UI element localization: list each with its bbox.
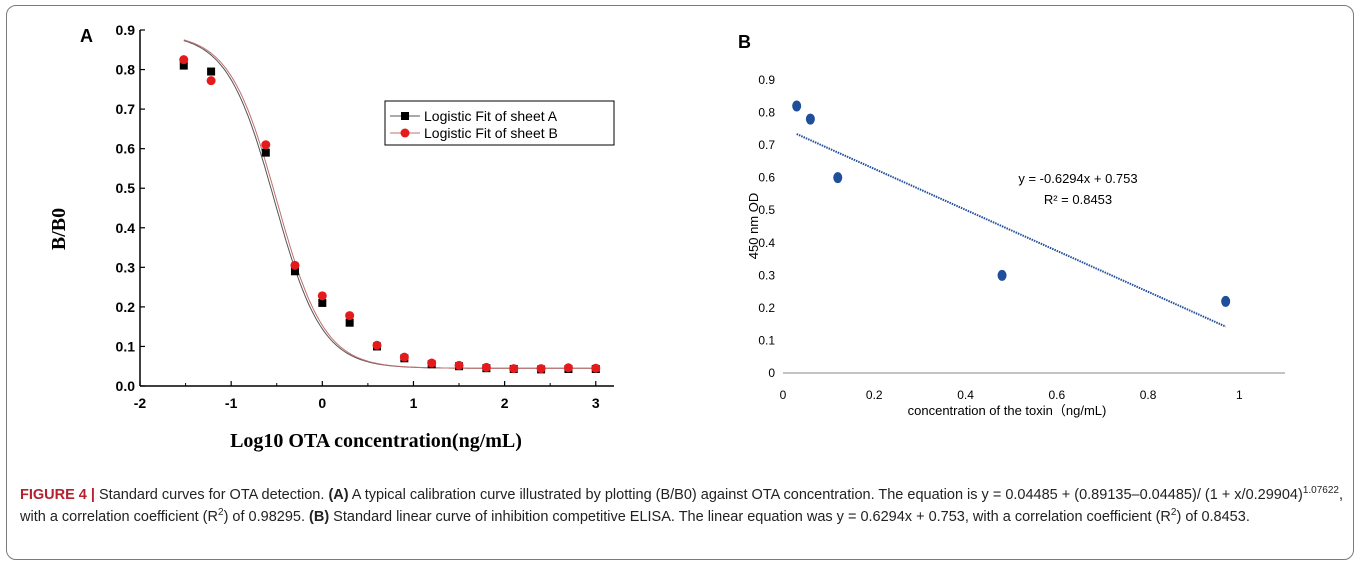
y-tick-label: 0.8: [116, 62, 136, 78]
point-sheet-b: [372, 340, 382, 350]
caption-a-text-1: A typical calibration curve illustrated …: [348, 487, 1303, 503]
point-sheet-b: [563, 363, 573, 373]
y-tick-label: 0.3: [116, 259, 136, 275]
panel-a-y-axis-label: B/B0: [48, 208, 70, 250]
caption-a-exponent: 1.07622: [1302, 485, 1339, 497]
y-tick-label: 0.7: [758, 138, 775, 152]
od-point: [997, 269, 1007, 281]
point-sheet-a: [207, 67, 216, 76]
point-sheet-b: [591, 363, 601, 373]
x-tick-label: 1: [1236, 388, 1243, 402]
x-tick-label: 3: [592, 395, 600, 411]
y-tick-label: 0.2: [758, 301, 775, 315]
caption-intro: Standard curves for OTA detection.: [94, 487, 329, 503]
panel-a-x-axis-label: Log10 OTA concentration(ng/mL): [230, 430, 522, 452]
panel-a-label: A: [80, 26, 93, 46]
point-sheet-a: [179, 61, 188, 70]
legend-box: [384, 100, 615, 146]
y-tick-label: 0.3: [758, 268, 775, 282]
figure-frame: [6, 5, 1354, 560]
x-tick-label: 0.8: [1140, 388, 1157, 402]
figure-caption: FIGURE 4 | Standard curves for OTA detec…: [20, 484, 1345, 528]
od-point: [1221, 295, 1231, 307]
caption-b-label: (B): [309, 509, 330, 525]
point-sheet-b: [399, 352, 409, 362]
y-tick-label: 0.6: [116, 141, 136, 157]
x-tick-label: 0.4: [957, 388, 974, 402]
figure-charts: A 0.0 0.1 0.2 0.3 0.4 0.5 0.6 0.7 0.8 0.9 -2 -1 0 1 2…: [48, 22, 1285, 452]
point-sheet-b: [290, 260, 300, 270]
point-sheet-b: [317, 291, 327, 301]
y-tick-label: 0.4: [116, 220, 136, 236]
x-tick-label: 0: [780, 388, 787, 402]
legend-marker-b: [400, 128, 410, 138]
panel-b-label: B: [738, 32, 751, 52]
legend-marker-a: [401, 112, 409, 120]
point-sheet-a: [345, 318, 354, 327]
panel-a-y-ticks: 0.0 0.1 0.2 0.3 0.4 0.5 0.6 0.7 0.8 0.9: [116, 22, 145, 394]
caption-a-label: (A): [328, 487, 349, 503]
y-tick-label: 0.5: [116, 180, 136, 196]
caption-b-text-1: Standard linear curve of inhibition comp…: [329, 509, 1171, 525]
panel-b-y-axis-label: 450 nm OD: [746, 193, 761, 259]
od-point: [805, 113, 815, 125]
panel-a-x-ticks: -2 -1 0 1 2 3: [134, 381, 600, 411]
panel-b-x-axis-label: concentration of the toxin（ng/mL): [908, 403, 1107, 418]
panel-b-equation: y = -0.6294x + 0.753: [1018, 171, 1137, 186]
x-tick-label: 0.6: [1048, 388, 1065, 402]
y-tick-label: 0.6: [758, 171, 775, 185]
y-tick-label: 0.9: [758, 73, 775, 87]
x-tick-label: -1: [225, 395, 238, 411]
panel-a-points: [179, 55, 601, 374]
x-tick-label: 1: [410, 395, 418, 411]
caption-a-text-2: , with a correlation coefficient (R: [20, 487, 1343, 525]
caption-a-text-3: ) of 0.98295.: [223, 509, 310, 525]
caption-lead: FIGURE 4 |: [20, 487, 95, 503]
y-tick-label: 0.7: [116, 101, 136, 117]
caption-b-sq: 2: [1170, 507, 1177, 519]
caption-a-sq: 2: [218, 507, 224, 519]
fit-curve-a: [183, 40, 596, 369]
point-sheet-b: [509, 364, 519, 374]
panel-a-fit-curves: [183, 39, 596, 369]
caption-b-text-2: ) of 0.8453.: [1176, 509, 1250, 525]
y-tick-label: 0.9: [116, 22, 136, 38]
panel-b: B 0 0.1 0.2 0.3 0.4 0.5 0.6 0.7 0.8 0.9 0 0.2 0.4 0.…: [738, 32, 1285, 418]
point-sheet-b: [454, 360, 464, 370]
panel-b-trendline: [796, 133, 1227, 328]
point-sheet-b: [179, 55, 189, 65]
od-point: [833, 172, 843, 184]
panel-b-y-ticks: 0 0.1 0.2 0.3 0.4 0.5 0.6 0.7 0.8 0.9: [758, 73, 775, 380]
point-sheet-b: [481, 362, 491, 372]
x-tick-label: 2: [501, 395, 509, 411]
point-sheet-b: [206, 76, 216, 86]
point-sheet-a: [290, 267, 299, 276]
y-tick-label: 0.0: [116, 378, 136, 394]
y-tick-label: 0.5: [758, 203, 775, 217]
fit-curve-b: [183, 39, 596, 369]
y-tick-label: 0.2: [116, 299, 136, 315]
panel-b-x-ticks: 0 0.2 0.4 0.6 0.8 1: [780, 388, 1243, 402]
legend-label-b: Logistic Fit of sheet B: [424, 125, 558, 141]
point-sheet-b: [536, 364, 546, 374]
x-tick-label: 0.2: [866, 388, 883, 402]
panel-b-points: [792, 100, 1231, 307]
legend-label-a: Logistic Fit of sheet A: [424, 108, 558, 124]
point-sheet-a: [261, 148, 270, 157]
panel-a-legend: Logistic Fit of sheet A Logistic Fit of …: [384, 100, 615, 146]
point-sheet-b: [345, 311, 355, 321]
point-sheet-b: [261, 140, 271, 150]
point-sheet-a: [318, 298, 327, 307]
point-sheet-b: [427, 358, 437, 368]
y-tick-label: 0.4: [758, 236, 775, 250]
y-tick-label: 0.1: [116, 338, 136, 354]
x-tick-label: 0: [318, 395, 326, 411]
panel-a: A 0.0 0.1 0.2 0.3 0.4 0.5 0.6 0.7 0.8 0.9 -2 -1 0 1 2…: [48, 22, 615, 452]
y-tick-label: 0: [768, 366, 775, 380]
y-tick-label: 0.1: [758, 333, 775, 347]
x-tick-label: -2: [134, 395, 147, 411]
y-tick-label: 0.8: [758, 106, 775, 120]
panel-b-r-squared: R² = 0.8453: [1044, 192, 1112, 207]
od-point: [792, 100, 802, 112]
